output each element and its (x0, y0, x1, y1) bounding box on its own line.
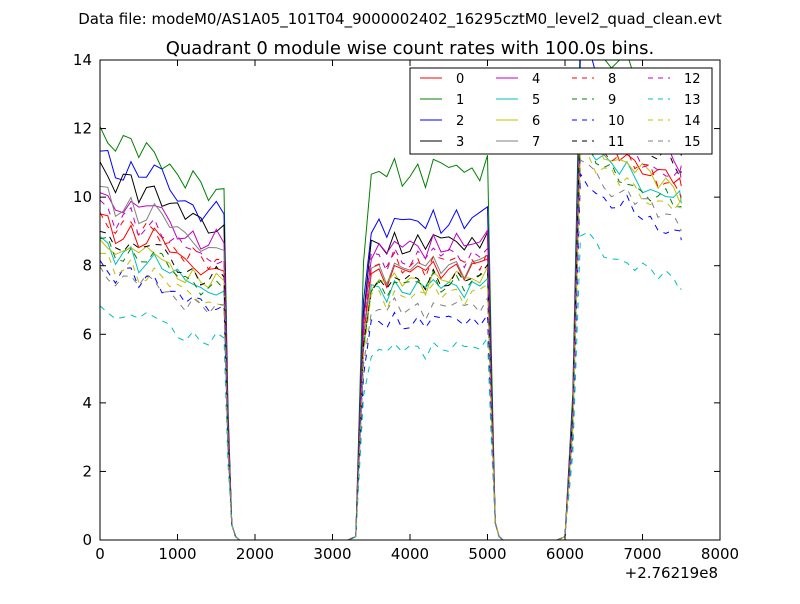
series-line-6 (100, 123, 682, 540)
legend-label-7: 7 (532, 135, 540, 150)
legend-label-6: 6 (532, 114, 540, 129)
legend-label-12: 12 (684, 72, 701, 87)
x-tick-label: 6000 (546, 545, 584, 563)
legend-label-9: 9 (608, 93, 616, 108)
x-tick-label: 7000 (623, 545, 661, 563)
legend-frame (409, 67, 713, 155)
legend-label-15: 15 (684, 135, 701, 150)
legend-label-4: 4 (532, 72, 540, 87)
legend-label-2: 2 (456, 114, 464, 129)
x-tick-label: 5000 (468, 545, 506, 563)
x-tick-label: 4000 (391, 545, 429, 563)
y-tick-label: 6 (82, 325, 92, 343)
legend-label-10: 10 (608, 114, 625, 129)
series-line-5 (100, 133, 682, 540)
chart-title: Quadrant 0 module wise count rates with … (166, 38, 655, 59)
y-tick-label: 14 (73, 51, 92, 69)
y-tick-label: 0 (82, 531, 92, 549)
series-line-1 (100, 60, 682, 540)
legend-label-14: 14 (684, 114, 701, 129)
legend-label-8: 8 (608, 72, 616, 87)
legend-label-1: 1 (456, 93, 464, 108)
series-line-10 (100, 172, 682, 540)
series-line-13 (100, 231, 682, 540)
axes: 0 1000 2000 3000 4000 5000 6000 7000 80000246810… (73, 51, 739, 563)
legend-label-13: 13 (684, 93, 701, 108)
x-offset-label: +2.76219e8 (625, 564, 718, 582)
legend-label-11: 11 (608, 135, 625, 150)
legend-label-0: 0 (456, 72, 464, 87)
x-tick-label: 1000 (158, 545, 196, 563)
x-tick-label: 3000 (313, 545, 351, 563)
series-line-2 (100, 60, 682, 540)
series-line-14 (100, 146, 682, 540)
y-tick-label: 10 (73, 188, 92, 206)
x-tick-label: 0 (95, 545, 105, 563)
y-tick-label: 2 (82, 462, 92, 480)
series-line-0 (100, 113, 682, 540)
x-tick-label: 2000 (236, 545, 274, 563)
series-line-15 (100, 159, 682, 540)
y-tick-label: 8 (82, 257, 92, 275)
y-tick-label: 4 (82, 394, 92, 412)
y-tick-label: 12 (73, 120, 92, 138)
legend-label-5: 5 (532, 93, 540, 108)
legend-label-3: 3 (456, 135, 464, 150)
figure-suptitle: Data file: modeM0/AS1A05_101T04_90000024… (78, 10, 722, 29)
series-line-11 (100, 90, 682, 540)
x-tick-label: 8000 (701, 545, 739, 563)
series-line-12 (100, 106, 682, 540)
